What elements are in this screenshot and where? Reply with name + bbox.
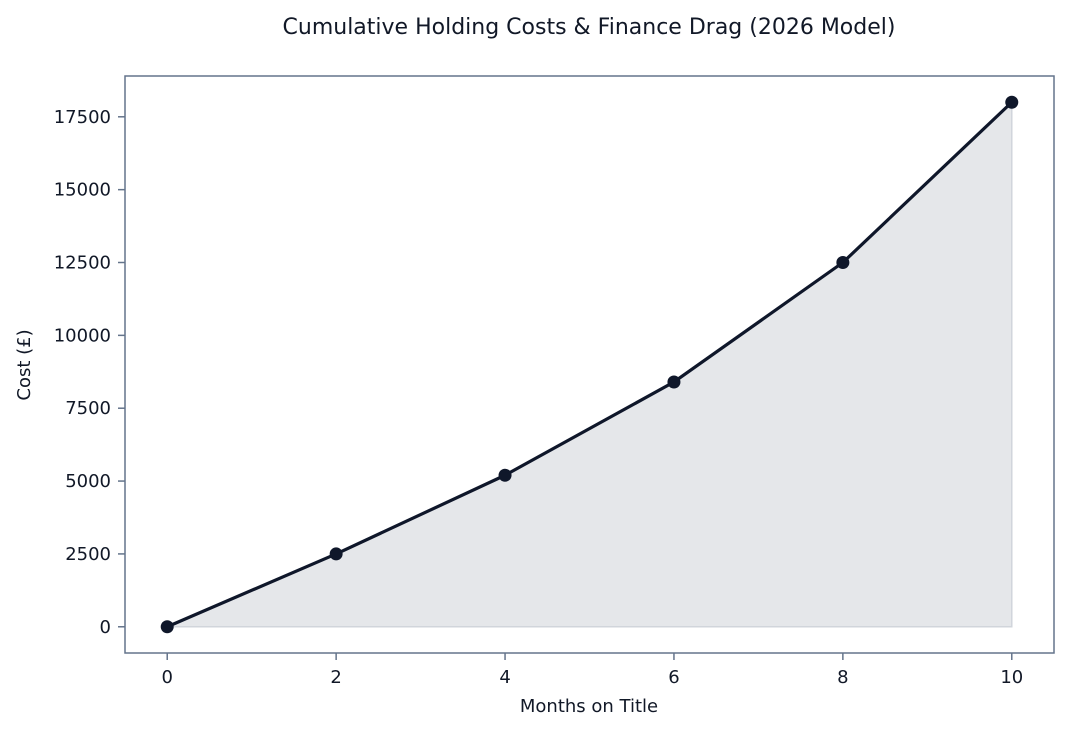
plot-area: [160, 95, 1019, 634]
x-axis-label: Months on Title: [520, 696, 658, 717]
area-fill: [166, 100, 1013, 628]
data-point-3: [667, 375, 681, 389]
data-points: [160, 95, 1019, 634]
y-tick-label-3: 7500: [65, 398, 111, 419]
data-point-1: [329, 547, 343, 561]
y-tick-label-5: 12500: [54, 253, 111, 274]
data-point-0: [160, 620, 174, 634]
y-axis-ticks: 0 2500 5000 7500 10000 12500 15000 17500: [54, 107, 125, 638]
series-line: [165, 100, 1014, 629]
chart-title: Cumulative Holding Costs & Finance Drag …: [283, 15, 896, 40]
y-tick-label-2: 5000: [65, 471, 111, 492]
y-axis-label: Cost (£): [14, 329, 35, 400]
y-tick-label-7: 17500: [54, 107, 111, 128]
data-point-5: [1005, 95, 1019, 109]
x-tick-label-4: 8: [837, 667, 848, 688]
x-tick-label-3: 6: [668, 667, 679, 688]
x-tick-label-1: 2: [330, 667, 341, 688]
x-tick-label-0: 0: [162, 667, 173, 688]
y-tick-label-1: 2500: [65, 544, 111, 565]
y-tick-label-6: 15000: [54, 180, 111, 201]
x-axis-ticks: 0 2 4 6 8 10: [162, 653, 1023, 688]
x-tick-label-5: 10: [1000, 667, 1023, 688]
plot-frame: [124, 75, 1055, 654]
y-tick-label-4: 10000: [54, 325, 111, 346]
x-tick-label-2: 4: [499, 667, 510, 688]
data-point-4: [836, 256, 850, 270]
data-point-2: [498, 468, 512, 482]
y-tick-label-0: 0: [100, 617, 111, 638]
